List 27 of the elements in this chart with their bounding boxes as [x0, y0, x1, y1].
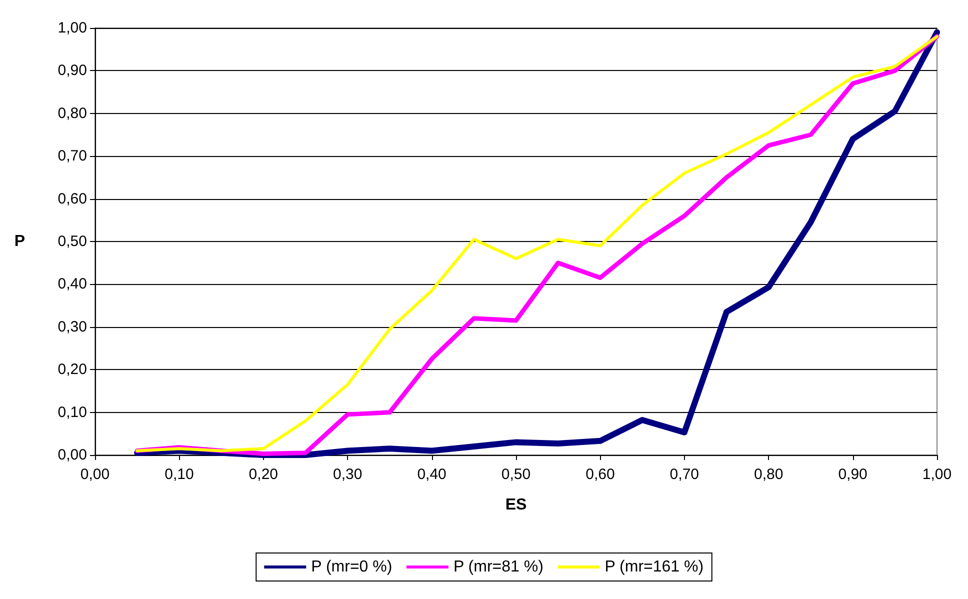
y-axis-title: P — [14, 233, 26, 250]
x-tick-label: 0,60 — [586, 466, 615, 483]
x-tick-label: 0,40 — [417, 466, 446, 483]
x-tick-label: 0,70 — [670, 466, 699, 483]
y-tick-label: 0,80 — [58, 104, 87, 122]
x-tick-label: 1,00 — [922, 466, 952, 483]
y-tick-label: 0,40 — [58, 276, 87, 293]
y-tick-label: 0,90 — [58, 62, 87, 80]
x-tick-label: 0,30 — [333, 466, 362, 483]
legend-label: P (mr=0 %) — [311, 558, 392, 576]
y-tick-label: 0,60 — [58, 190, 87, 208]
x-tick-label: 0,00 — [80, 466, 110, 483]
x-tick-label: 0,50 — [501, 466, 531, 483]
y-tick-label: 0,20 — [58, 361, 87, 378]
y-tick-label: 0,50 — [58, 233, 87, 250]
x-tick-label: 0,10 — [164, 466, 194, 483]
legend-label: P (mr=81 %) — [453, 558, 544, 576]
legend-label: P (mr=161 %) — [604, 558, 704, 576]
y-tick-label: 0,10 — [58, 404, 87, 421]
y-tick-label: 1,00 — [58, 20, 87, 36]
y-tick-label: 0,00 — [58, 446, 87, 464]
x-tick-label: 0,80 — [754, 466, 784, 483]
x-tick-label: 0,20 — [248, 466, 278, 483]
x-tick-label: 0,90 — [838, 466, 868, 483]
x-axis-title: ES — [505, 496, 527, 514]
y-tick-label: 0,70 — [58, 148, 87, 165]
y-tick-label: 0,30 — [58, 318, 87, 336]
